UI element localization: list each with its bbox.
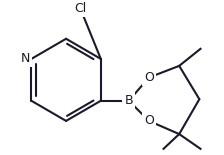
- Text: N: N: [21, 52, 30, 65]
- Text: Cl: Cl: [75, 2, 87, 15]
- Text: B: B: [125, 94, 133, 107]
- Text: O: O: [144, 114, 154, 127]
- Text: O: O: [144, 71, 154, 84]
